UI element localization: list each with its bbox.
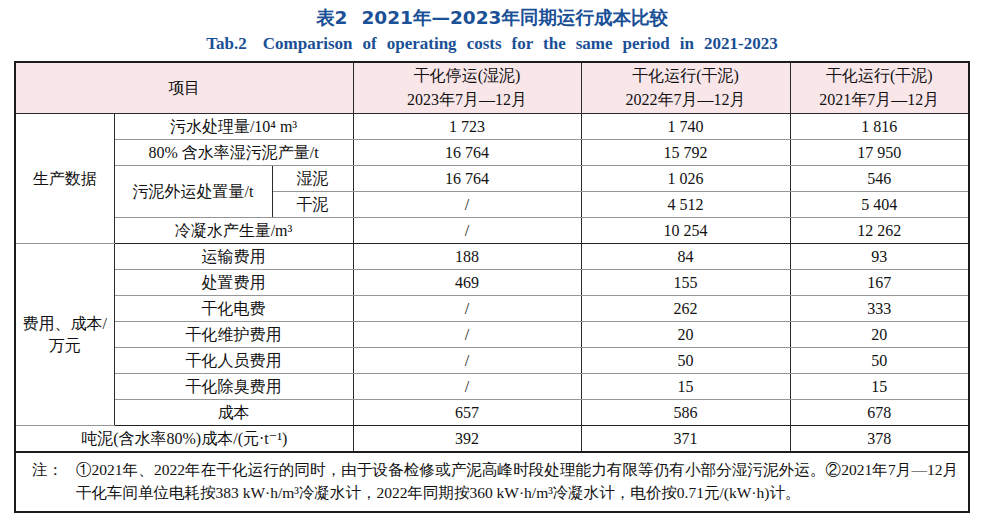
table-number-zh: 表2 bbox=[316, 7, 347, 28]
value-cell: 167 bbox=[790, 270, 969, 296]
table-row: 冷凝水产生量/m³ / 10 254 12 262 bbox=[15, 218, 969, 244]
table-row: 干化除臭费用 / 15 15 bbox=[15, 374, 969, 400]
row-label: 成本 bbox=[114, 400, 353, 426]
value-cell: 392 bbox=[353, 426, 581, 453]
value-cell: 50 bbox=[581, 348, 790, 374]
value-cell: 84 bbox=[581, 244, 790, 270]
value-cell: 188 bbox=[353, 244, 581, 270]
header-col-2022-title: 干化运行(干泥) bbox=[582, 64, 790, 88]
table-row: 处置费用 469 155 167 bbox=[15, 270, 969, 296]
group-costs: 费用、成本/ 万元 bbox=[15, 244, 114, 426]
header-col-2022-period: 2022年7月—12月 bbox=[582, 88, 790, 112]
value-cell: / bbox=[353, 218, 581, 244]
row-label: 处置费用 bbox=[114, 270, 353, 296]
row-label: 污水处理量/10⁴ m³ bbox=[114, 114, 353, 140]
header-item: 项目 bbox=[15, 62, 353, 114]
value-cell: 1 026 bbox=[581, 166, 790, 192]
value-cell: 262 bbox=[581, 296, 790, 322]
value-cell: 20 bbox=[581, 322, 790, 348]
value-cell: 371 bbox=[581, 426, 790, 453]
table-title-en-text: Comparison of operating costs for the sa… bbox=[263, 34, 778, 53]
table-caption-en: Tab.2 Comparison of operating costs for t… bbox=[0, 31, 984, 56]
value-cell: 15 bbox=[581, 374, 790, 400]
row-label: 80% 含水率湿污泥产量/t bbox=[114, 140, 353, 166]
value-cell: 50 bbox=[790, 348, 969, 374]
value-cell: 378 bbox=[790, 426, 969, 453]
row-label: 干化人员费用 bbox=[114, 348, 353, 374]
note-wrap: 注： ①2021年、2022年在干化运行的同时，由于设备检修或产泥高峰时段处理能… bbox=[32, 458, 958, 504]
table-number-en: Tab.2 bbox=[206, 34, 246, 53]
page: 表2 2021年—2023年同期运行成本比较 Tab.2 Comparison of… bbox=[0, 0, 984, 513]
table-row: 费用、成本/ 万元 运输费用 188 84 93 bbox=[15, 244, 969, 270]
sub-label: 湿泥 bbox=[272, 166, 353, 192]
group-production-data: 生产数据 bbox=[15, 114, 114, 244]
note-label: 注： bbox=[32, 458, 76, 481]
header-col-2021-period: 2021年7月—12月 bbox=[791, 88, 969, 112]
value-cell: 15 792 bbox=[581, 140, 790, 166]
row-label: 污泥外运处置量/t bbox=[114, 166, 272, 218]
header-col-2021: 干化运行(干泥) 2021年7月—12月 bbox=[790, 62, 969, 114]
value-cell: 17 950 bbox=[790, 140, 969, 166]
value-cell: 12 262 bbox=[790, 218, 969, 244]
value-cell: / bbox=[353, 296, 581, 322]
table-caption-zh: 表2 2021年—2023年同期运行成本比较 bbox=[0, 5, 984, 30]
table-row: 污泥外运处置量/t 湿泥 16 764 1 026 546 bbox=[15, 166, 969, 192]
value-cell: 469 bbox=[353, 270, 581, 296]
table-row: 干化维护费用 / 20 20 bbox=[15, 322, 969, 348]
row-label: 冷凝水产生量/m³ bbox=[114, 218, 353, 244]
value-cell: / bbox=[353, 322, 581, 348]
value-cell: 155 bbox=[581, 270, 790, 296]
value-cell: 546 bbox=[790, 166, 969, 192]
table-row: 干化电费 / 262 333 bbox=[15, 296, 969, 322]
header-col-2023-period: 2023年7月—12月 bbox=[354, 88, 581, 112]
value-cell: 20 bbox=[790, 322, 969, 348]
header-row: 项目 干化停运(湿泥) 2023年7月—12月 干化运行(干泥) 2022年7月… bbox=[15, 62, 969, 114]
value-cell: 1 723 bbox=[353, 114, 581, 140]
table-row: 生产数据 污水处理量/10⁴ m³ 1 723 1 740 1 816 bbox=[15, 114, 969, 140]
value-cell: 16 764 bbox=[353, 166, 581, 192]
value-cell: 10 254 bbox=[581, 218, 790, 244]
value-cell: 15 bbox=[790, 374, 969, 400]
table-row: 80% 含水率湿污泥产量/t 16 764 15 792 17 950 bbox=[15, 140, 969, 166]
header-col-2023: 干化停运(湿泥) 2023年7月—12月 bbox=[353, 62, 581, 114]
value-cell: 5 404 bbox=[790, 192, 969, 218]
value-cell: / bbox=[353, 192, 581, 218]
value-cell: 16 764 bbox=[353, 140, 581, 166]
header-col-2023-title: 干化停运(湿泥) bbox=[354, 64, 581, 88]
table-title-zh-text: 2021年—2023年同期运行成本比较 bbox=[361, 7, 667, 28]
value-cell: 1 816 bbox=[790, 114, 969, 140]
table-row: 成本 657 586 678 bbox=[15, 400, 969, 426]
group-costs-line2: 万元 bbox=[16, 335, 114, 357]
row-label: 干化除臭费用 bbox=[114, 374, 353, 400]
value-cell: 93 bbox=[790, 244, 969, 270]
header-col-2021-title: 干化运行(干泥) bbox=[791, 64, 969, 88]
value-cell: 586 bbox=[581, 400, 790, 426]
row-label: 干化电费 bbox=[114, 296, 353, 322]
cost-comparison-table: 项目 干化停运(湿泥) 2023年7月—12月 干化运行(干泥) 2022年7月… bbox=[14, 61, 970, 513]
value-cell: 1 740 bbox=[581, 114, 790, 140]
table-row: 干化人员费用 / 50 50 bbox=[15, 348, 969, 374]
note-text: ①2021年、2022年在干化运行的同时，由于设备检修或产泥高峰时段处理能力有限… bbox=[76, 458, 958, 504]
value-cell: 333 bbox=[790, 296, 969, 322]
row-label: 干化维护费用 bbox=[114, 322, 353, 348]
sub-label: 干泥 bbox=[272, 192, 353, 218]
group-costs-line1: 费用、成本/ bbox=[16, 313, 114, 335]
value-cell: 4 512 bbox=[581, 192, 790, 218]
value-cell: 678 bbox=[790, 400, 969, 426]
header-col-2022: 干化运行(干泥) 2022年7月—12月 bbox=[581, 62, 790, 114]
note-cell: 注： ①2021年、2022年在干化运行的同时，由于设备检修或产泥高峰时段处理能… bbox=[15, 452, 969, 512]
value-cell: / bbox=[353, 348, 581, 374]
value-cell: 657 bbox=[353, 400, 581, 426]
row-label: 运输费用 bbox=[114, 244, 353, 270]
table-row: 吨泥(含水率80%)成本/(元·t⁻¹) 392 371 378 bbox=[15, 426, 969, 453]
row-label: 吨泥(含水率80%)成本/(元·t⁻¹) bbox=[15, 426, 353, 453]
note-row: 注： ①2021年、2022年在干化运行的同时，由于设备检修或产泥高峰时段处理能… bbox=[15, 452, 969, 512]
value-cell: / bbox=[353, 374, 581, 400]
